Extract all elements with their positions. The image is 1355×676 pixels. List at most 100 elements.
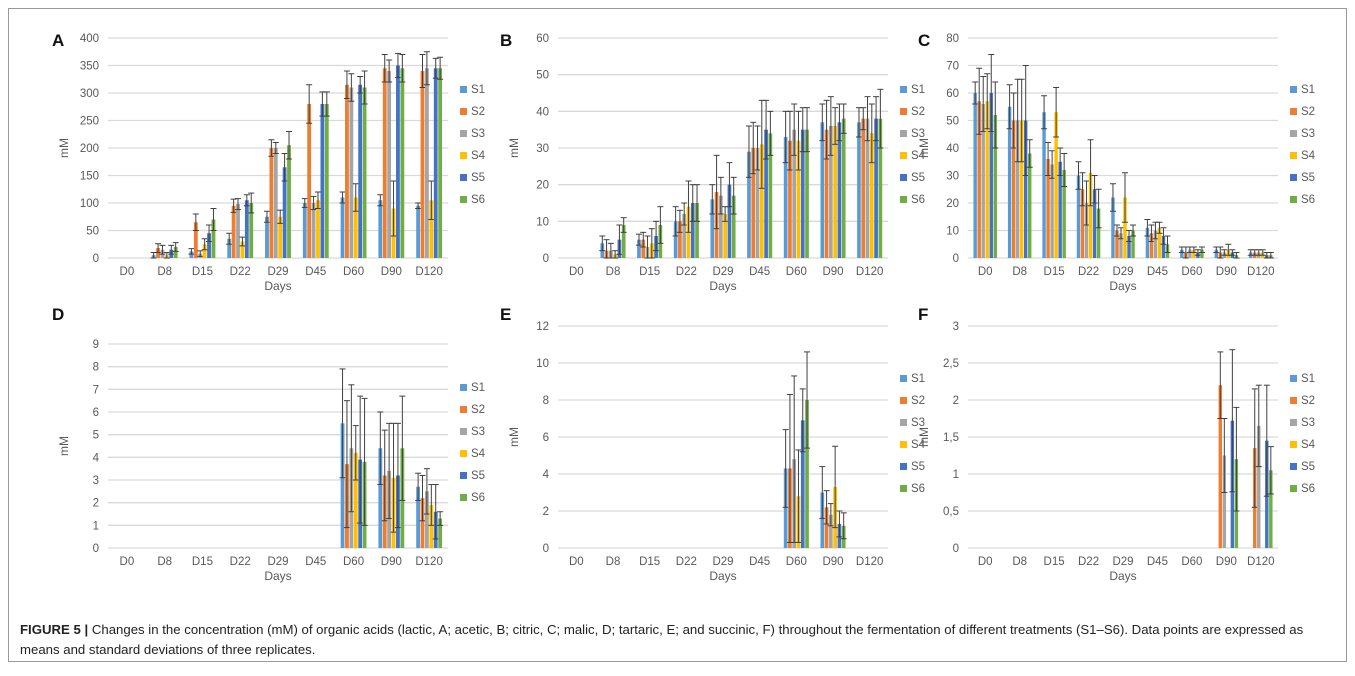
error-bar (1213, 246, 1220, 253)
bar-S3-D120 (425, 68, 429, 258)
x-tick-label: D120 (1247, 556, 1275, 568)
legend-label: S3 (911, 128, 925, 140)
bar-S4-D29 (278, 216, 283, 258)
legend-item-S3: S3 (460, 426, 485, 438)
error-bar (197, 250, 204, 257)
y-tick-label: 100 (80, 198, 99, 210)
error-bar (1122, 172, 1129, 223)
bar-S6-D60 (1200, 249, 1204, 258)
bar-S5-D45 (320, 104, 325, 258)
error-bar (1221, 418, 1228, 493)
legend-label: S5 (911, 172, 925, 184)
legend-label: S6 (911, 194, 925, 206)
x-tick-label: D15 (639, 266, 660, 278)
bar-S3-D15 (1050, 164, 1054, 258)
error-bar (419, 54, 426, 88)
x-tick-label: D22 (230, 266, 251, 278)
legend-label: S2 (471, 404, 485, 416)
legend-item-S5: S5 (460, 470, 485, 482)
x-tick-label: D8 (1012, 556, 1027, 568)
legend-swatch (1290, 86, 1297, 93)
bar-S6-D22 (249, 203, 254, 258)
x-tick-label: D45 (305, 556, 326, 568)
bar-S5-D120 (433, 68, 438, 258)
bar-S1-D29 (265, 216, 269, 258)
error-bar (206, 224, 213, 242)
bar-S3-D29 (1119, 233, 1123, 258)
error-bar (319, 91, 326, 117)
x-tick-label: D0 (978, 266, 993, 278)
bar-S5-D90 (837, 122, 842, 258)
bar-S5-D29 (1127, 236, 1131, 258)
error-bar (694, 184, 701, 222)
legend-item-S1: S1 (460, 84, 485, 96)
y-tick-label: 20 (946, 198, 959, 210)
error-bar (390, 180, 397, 237)
y-tick-label: 4 (93, 452, 100, 464)
legend-label: S6 (471, 194, 485, 206)
legend-item-S1: S1 (460, 382, 485, 394)
bar-S2-D29 (1115, 230, 1119, 258)
error-bar (268, 139, 275, 157)
x-tick-label: D22 (676, 556, 697, 568)
legend-label: S6 (1301, 483, 1315, 495)
bar-S2-D90 (1218, 385, 1223, 548)
error-bar (361, 397, 368, 526)
error-bar (819, 466, 826, 519)
bar-S3-D90 (1222, 455, 1227, 548)
legend-label: S3 (911, 417, 925, 429)
legend-label: S2 (1301, 106, 1315, 118)
legend-swatch (900, 152, 907, 159)
bar-S6-D15 (1062, 170, 1066, 258)
error-bar (155, 243, 162, 253)
error-bar (681, 202, 688, 226)
legend-swatch (900, 485, 907, 492)
error-bar (840, 512, 847, 540)
legend-item-S4: S4 (460, 150, 486, 162)
error-bar (1259, 249, 1266, 256)
bar-S1-D29 (1111, 197, 1115, 258)
bar-S4-D45 (316, 200, 320, 258)
error-bar (352, 425, 359, 481)
legend-item-S2: S2 (1290, 395, 1315, 407)
x-tick-label: D120 (415, 266, 443, 278)
legend-swatch (1290, 108, 1297, 115)
error-bar (1083, 180, 1090, 226)
error-bar (1079, 172, 1086, 207)
bar-S5-D0 (989, 93, 993, 258)
x-tick-label: D15 (192, 266, 213, 278)
legend-item-S4: S4 (900, 150, 926, 162)
error-bar (795, 449, 802, 543)
bar-S1-D15 (637, 239, 641, 258)
x-tick-label: D0 (978, 556, 993, 568)
x-tick-label: D60 (343, 266, 364, 278)
x-tick-label: D15 (1044, 266, 1065, 278)
panel-label: E (500, 305, 511, 324)
legend-item-S2: S2 (900, 395, 925, 407)
error-bar (689, 184, 696, 222)
bar-S4-D29 (1123, 197, 1127, 258)
error-bar (1233, 252, 1240, 259)
error-bar (799, 388, 806, 453)
error-bar (1229, 249, 1236, 256)
legend-item-S6: S6 (900, 194, 925, 206)
legend-label: S3 (471, 128, 485, 140)
bar-S2-D90 (824, 507, 829, 548)
error-bar (1113, 224, 1120, 237)
x-tick-label: D45 (1147, 266, 1168, 278)
error-bar (804, 351, 811, 449)
error-bar (168, 244, 175, 255)
legend-item-S2: S2 (1290, 106, 1315, 118)
bar-S2-D120 (420, 71, 425, 258)
y-tick-label: 0,5 (943, 506, 959, 518)
bar-S5-D15 (1058, 161, 1062, 258)
legend-swatch (460, 130, 467, 137)
y-tick-label: 0 (543, 543, 549, 555)
x-tick-label: D0 (569, 556, 584, 568)
panel-E: E 0 2 4 6 8 10 12 D0 D8 D15 D22 D29 D45 D60 D90 D120 Days… (500, 305, 926, 583)
bar-S3-D45 (755, 148, 760, 258)
bar-S5-D15 (207, 233, 211, 258)
y-tick-label: 7 (93, 384, 99, 396)
bar-S4-D29 (723, 214, 727, 258)
